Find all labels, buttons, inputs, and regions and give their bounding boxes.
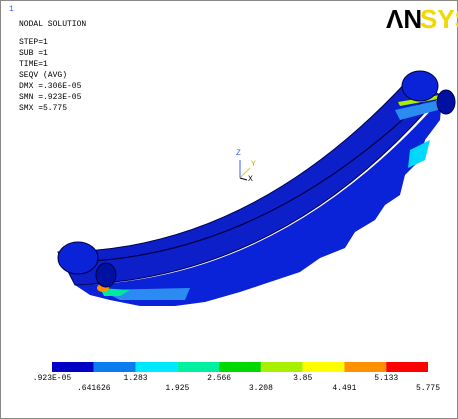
header-line: SMN =.923E-05 — [19, 93, 82, 102]
legend-swatch — [177, 362, 219, 372]
window-number: 1 — [9, 5, 14, 14]
legend-swatch — [386, 362, 428, 372]
spring-eye-bore — [437, 90, 455, 114]
frame — [1, 1, 458, 419]
legend-label: 3.85 — [293, 374, 312, 383]
legend-swatch — [303, 362, 345, 372]
legend-label: 5.775 — [416, 384, 440, 393]
legend-label: 4.491 — [332, 384, 356, 393]
header-line: SEQV (AVG) — [19, 71, 67, 80]
legend-swatch — [219, 362, 261, 372]
spring-eye-bore — [96, 263, 116, 287]
header-line: DMX =.306E-05 — [19, 82, 82, 91]
legend-swatch — [94, 362, 136, 372]
logo-left: ΛN — [386, 4, 422, 34]
legend-label: 5.133 — [374, 374, 398, 383]
header-line: TIME=1 — [19, 60, 48, 69]
triad-y: Y — [251, 160, 256, 169]
header-line: STEP=1 — [19, 38, 48, 47]
header-line: SMX =5.775 — [19, 104, 67, 113]
header-title: NODAL SOLUTION — [19, 20, 86, 29]
viewport: 1 NODAL SOLUTION STEP=1 SUB =1 TIME=1 SEQV … — [0, 0, 458, 419]
legend-label: 3.208 — [249, 384, 273, 393]
legend-label: .923E-05 — [33, 374, 72, 383]
legend-label: 1.925 — [165, 384, 189, 393]
legend-label: 2.566 — [207, 374, 231, 383]
header-line: SUB =1 — [19, 49, 48, 58]
legend-swatch — [136, 362, 178, 372]
logo-right: SYS — [420, 4, 458, 34]
triad-x: X — [248, 175, 253, 184]
legend-swatch — [344, 362, 386, 372]
legend-swatch — [52, 362, 94, 372]
legend-label: 1.283 — [124, 374, 148, 383]
spring-eye — [402, 71, 438, 101]
page: 1 NODAL SOLUTION STEP=1 SUB =1 TIME=1 SEQV … — [0, 0, 458, 419]
triad-z: Z — [236, 149, 241, 158]
legend-label: .641626 — [77, 384, 111, 393]
legend-swatch — [261, 362, 303, 372]
spring-eye — [58, 242, 98, 274]
